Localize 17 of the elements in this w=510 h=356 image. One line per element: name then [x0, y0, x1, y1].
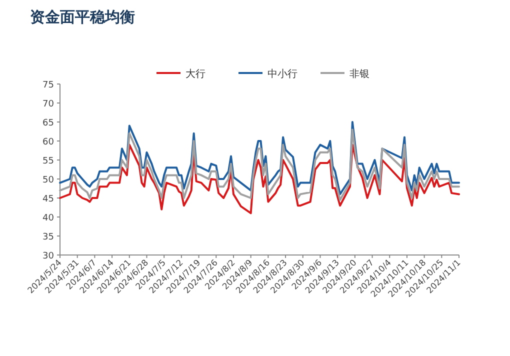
line-series: [59, 121, 460, 196]
y-tick-label: 60: [42, 138, 54, 148]
y-tick-label: 75: [42, 80, 54, 90]
legend-label: 大行: [186, 68, 206, 80]
y-tick-label: 65: [42, 118, 54, 128]
chart-title: 资金面平稳均衡: [30, 8, 135, 26]
y-tick-label: 70: [42, 100, 54, 110]
line-series: [59, 128, 460, 201]
y-tick-label: 55: [42, 156, 54, 166]
y-tick-label: 45: [42, 194, 54, 204]
y-tick-label: 30: [42, 252, 54, 262]
legend-label: 非银: [350, 68, 370, 80]
y-tick-label: 40: [42, 214, 54, 224]
y-tick-label: 35: [42, 232, 54, 242]
legend-label: 中小行: [268, 68, 298, 80]
y-tick-label: 50: [42, 176, 54, 186]
line-series: [59, 144, 460, 214]
